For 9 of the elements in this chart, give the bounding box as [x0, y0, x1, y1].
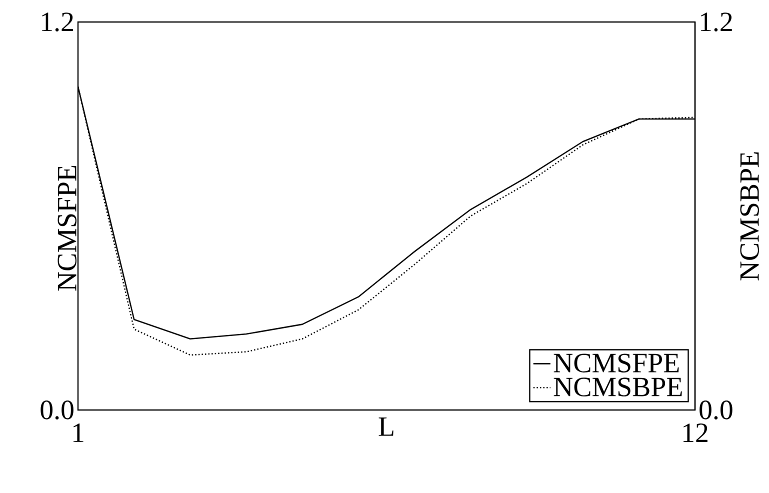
x-tick-label: 12: [684, 424, 708, 442]
x-axis-title: L: [378, 418, 394, 436]
x-tick-label: 1: [73, 424, 84, 442]
y-axis-title: NCMSFPE: [58, 166, 76, 291]
y2-axis-title: NCMSBPE: [740, 152, 759, 280]
y2-tick-label: 1.2: [700, 12, 732, 32]
legend-label: NCMSFPE: [554, 354, 679, 372]
y2-tick-label: 0.0: [700, 400, 732, 420]
legend-label: NCMSBPE: [554, 378, 682, 396]
